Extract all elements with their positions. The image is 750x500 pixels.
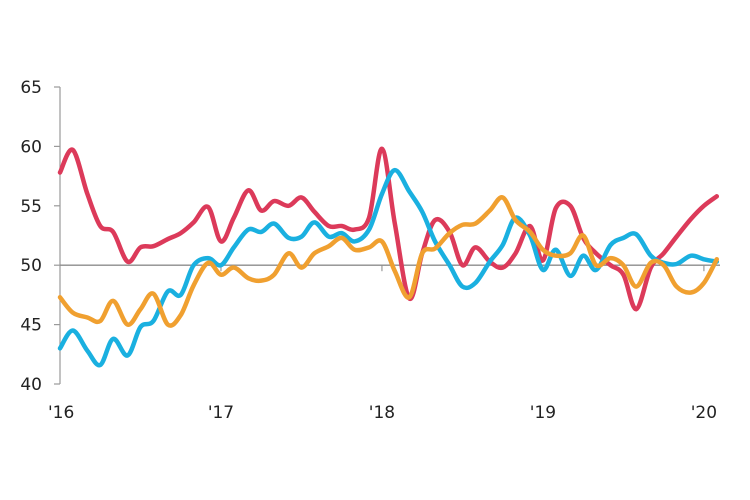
series-line-red [57, 146, 720, 312]
x-tick-label: '18 [369, 403, 395, 423]
series-line-blue [57, 167, 720, 368]
y-tick-label: 65 [20, 78, 42, 98]
y-axis: 40 45 50 55 60 65 [20, 78, 61, 395]
y-tick-label: 45 [20, 316, 42, 336]
series-line-orange [57, 195, 720, 328]
y-tick-label: 55 [20, 197, 42, 217]
x-axis: '16 '17 '18 '19 '20 [48, 265, 717, 423]
x-tick-label: '16 [48, 403, 74, 423]
y-tick-label: 60 [20, 137, 42, 157]
x-tick-label: '17 [208, 403, 234, 423]
y-tick-label: 50 [20, 256, 42, 276]
x-tick-label: '20 [691, 403, 717, 423]
y-tick-label: 40 [20, 375, 42, 395]
series-group [57, 146, 720, 368]
x-tick-label: '19 [530, 403, 556, 423]
